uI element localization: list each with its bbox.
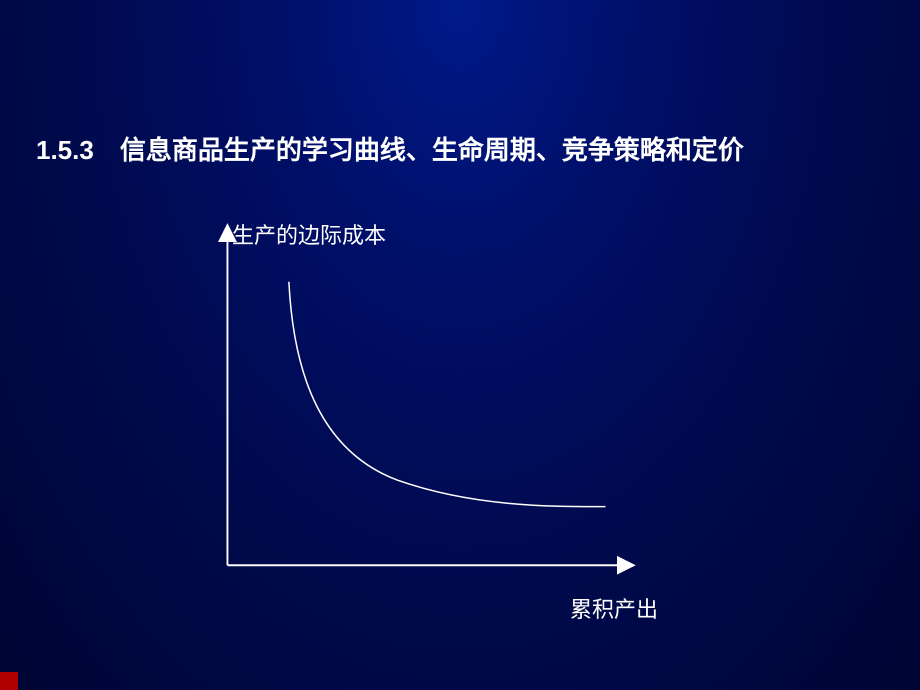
learning-curve-chart xyxy=(218,210,648,570)
y-axis-label: 生产的边际成本 xyxy=(232,218,386,250)
accent-square xyxy=(0,672,18,690)
slide-title: 1.5.3 信息商品生产的学习曲线、生命周期、竞争策略和定价 xyxy=(36,130,744,167)
learning-curve xyxy=(289,282,606,507)
chart-svg xyxy=(218,210,648,585)
x-axis-label: 累积产出 xyxy=(570,592,658,624)
